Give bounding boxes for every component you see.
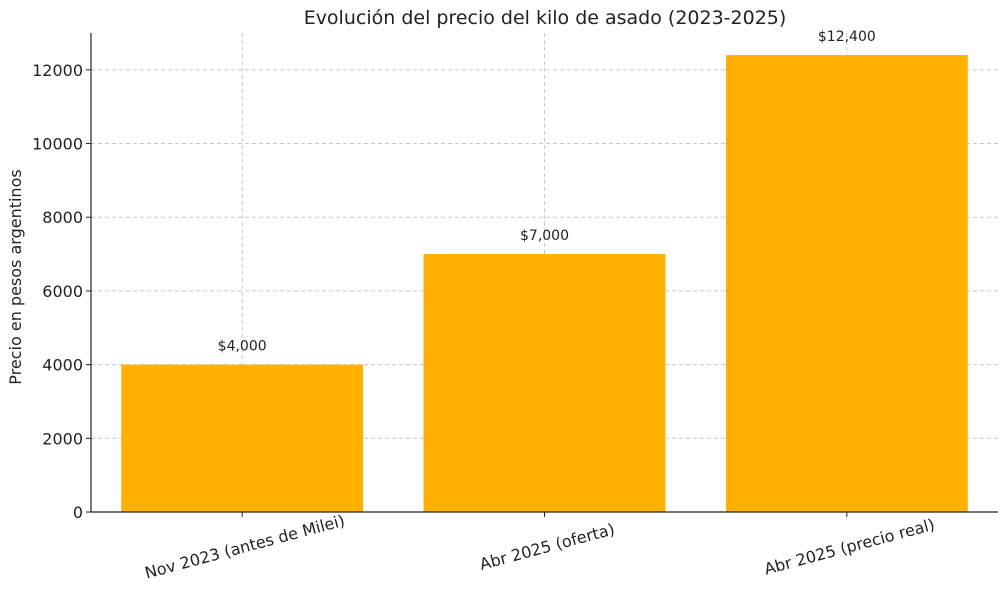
x-tick-label: Abr 2025 (precio real) [762, 515, 937, 579]
bars [121, 55, 968, 513]
y-tick-label: 10000 [32, 135, 83, 154]
x-tick-label: Nov 2023 (antes de Milei) [143, 511, 347, 583]
bar-value-label: $7,000 [520, 228, 569, 244]
y-axis-label: Precio en pesos argentinos [6, 169, 25, 384]
y-tick-label: 8000 [42, 208, 83, 227]
y-tick-label: 4000 [42, 356, 83, 375]
bar-value-label: $4,000 [218, 339, 267, 355]
bar [121, 364, 364, 512]
y-tick-label: 2000 [42, 429, 83, 448]
bar [423, 254, 666, 513]
y-tick-label: 0 [73, 503, 83, 522]
chart-title: Evolución del precio del kilo de asado (… [304, 7, 787, 29]
bar-value-label: $12,400 [818, 29, 876, 45]
y-tick-label: 6000 [42, 282, 83, 301]
y-tick-label: 12000 [32, 61, 83, 80]
x-tick-label: Abr 2025 (oferta) [477, 520, 616, 574]
bar [725, 55, 968, 512]
axes [86, 33, 998, 517]
